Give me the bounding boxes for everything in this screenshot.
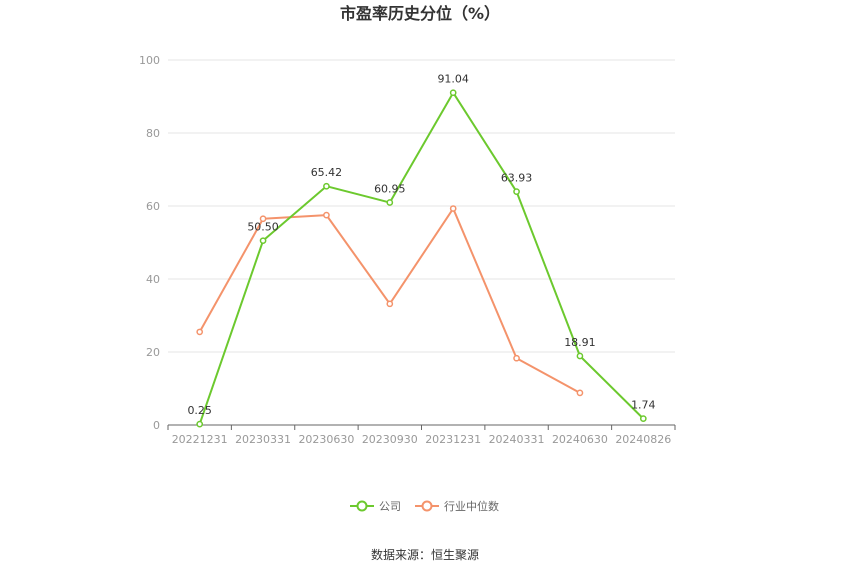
y-tick-label: 80 (146, 127, 160, 140)
y-tick-label: 100 (139, 54, 160, 67)
data-label: 60.95 (374, 183, 406, 196)
x-tick-label: 20231231 (425, 433, 481, 446)
data-point[interactable] (513, 188, 520, 196)
data-point[interactable] (196, 328, 204, 336)
data-label: 0.25 (187, 404, 212, 417)
legend-marker (356, 500, 368, 512)
data-point[interactable] (323, 211, 330, 219)
data-label: 50.50 (247, 221, 279, 234)
data-point[interactable] (323, 182, 330, 190)
data-point[interactable] (576, 352, 584, 360)
y-tick-label: 60 (146, 200, 160, 213)
series-line-0 (198, 91, 645, 425)
data-label: 18.91 (564, 336, 596, 349)
grid (168, 59, 675, 353)
x-tick-label: 20240331 (489, 433, 545, 446)
source-text: 数据来源：恒生聚源 (371, 547, 479, 562)
data-point[interactable] (513, 354, 520, 362)
data-point[interactable] (449, 89, 457, 97)
data-point[interactable] (449, 205, 457, 212)
x-tick-label: 20240630 (552, 433, 608, 446)
legend[interactable]: 公司 行业中位数 (350, 499, 499, 513)
data-point[interactable] (196, 420, 204, 428)
legend-label: 公司 (379, 500, 401, 513)
x-tick-label: 20230630 (298, 433, 354, 446)
legend-label: 行业中位数 (444, 499, 499, 513)
data-point[interactable] (259, 215, 267, 223)
data-label: 65.42 (311, 166, 343, 179)
legend-marker (421, 500, 433, 512)
series-layer (196, 89, 647, 428)
x-tick-label: 20230331 (235, 433, 291, 446)
data-point[interactable] (386, 300, 394, 308)
x-tick-label: 20230930 (362, 433, 418, 446)
data-point[interactable] (639, 415, 647, 422)
x-tick-label: 20240826 (615, 433, 671, 446)
chart-title: 市盈率历史分位（%） (340, 4, 500, 23)
legend-item[interactable]: 公司 (350, 500, 401, 513)
data-point[interactable] (576, 389, 584, 397)
data-point[interactable] (259, 237, 267, 245)
x-tick-label: 20221231 (172, 433, 228, 446)
data-label: 63.93 (501, 172, 533, 185)
data-label: 91.04 (437, 73, 469, 86)
data-label: 1.74 (631, 399, 656, 412)
axes: 0 20 40 60 80 100 20221231 20230331 20230630 2023… (139, 54, 676, 446)
y-tick-label: 40 (146, 273, 160, 286)
data-labels: 0.25 50.50 65.42 60.95 91.04 63.93 18.91 1.74 (187, 73, 655, 417)
data-point[interactable] (386, 199, 394, 206)
y-tick-label: 20 (146, 346, 160, 359)
legend-item[interactable]: 行业中位数 (415, 499, 499, 513)
y-tick-label: 0 (153, 419, 160, 432)
